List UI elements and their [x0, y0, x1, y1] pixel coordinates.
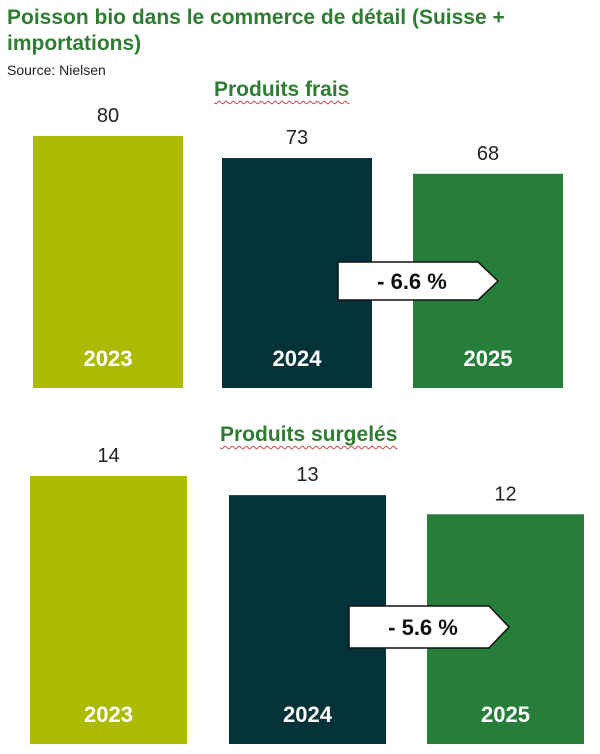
change-arrow — [348, 605, 511, 649]
category-label-2024: 2024 — [273, 346, 323, 371]
category-label-2023: 2023 — [84, 346, 133, 371]
change-arrow — [337, 261, 500, 301]
change-label: - 6.6 % — [377, 269, 447, 294]
category-label-2023: 2023 — [84, 702, 133, 727]
value-label-2023: 14 — [97, 445, 119, 467]
chart-source: Source: Nielsen — [7, 62, 106, 78]
value-label-2024: 13 — [296, 464, 318, 486]
category-label-2025: 2025 — [481, 702, 530, 727]
value-label-2025: 68 — [477, 143, 499, 165]
value-label-2023: 80 — [97, 105, 119, 127]
bar-2023 — [33, 136, 183, 388]
value-label-2024: 73 — [286, 127, 308, 149]
panel-title-surgeles: Produits surgelés — [220, 423, 398, 446]
category-label-2024: 2024 — [283, 702, 333, 727]
bar-2023 — [30, 476, 187, 744]
chart-title: Poisson bio dans le commerce de détail (… — [7, 6, 505, 55]
panel-title-frais: Produits frais — [214, 78, 350, 101]
category-label-2025: 2025 — [464, 346, 513, 371]
change-label: - 5.6 % — [388, 615, 458, 640]
value-label-2025: 12 — [494, 483, 516, 505]
